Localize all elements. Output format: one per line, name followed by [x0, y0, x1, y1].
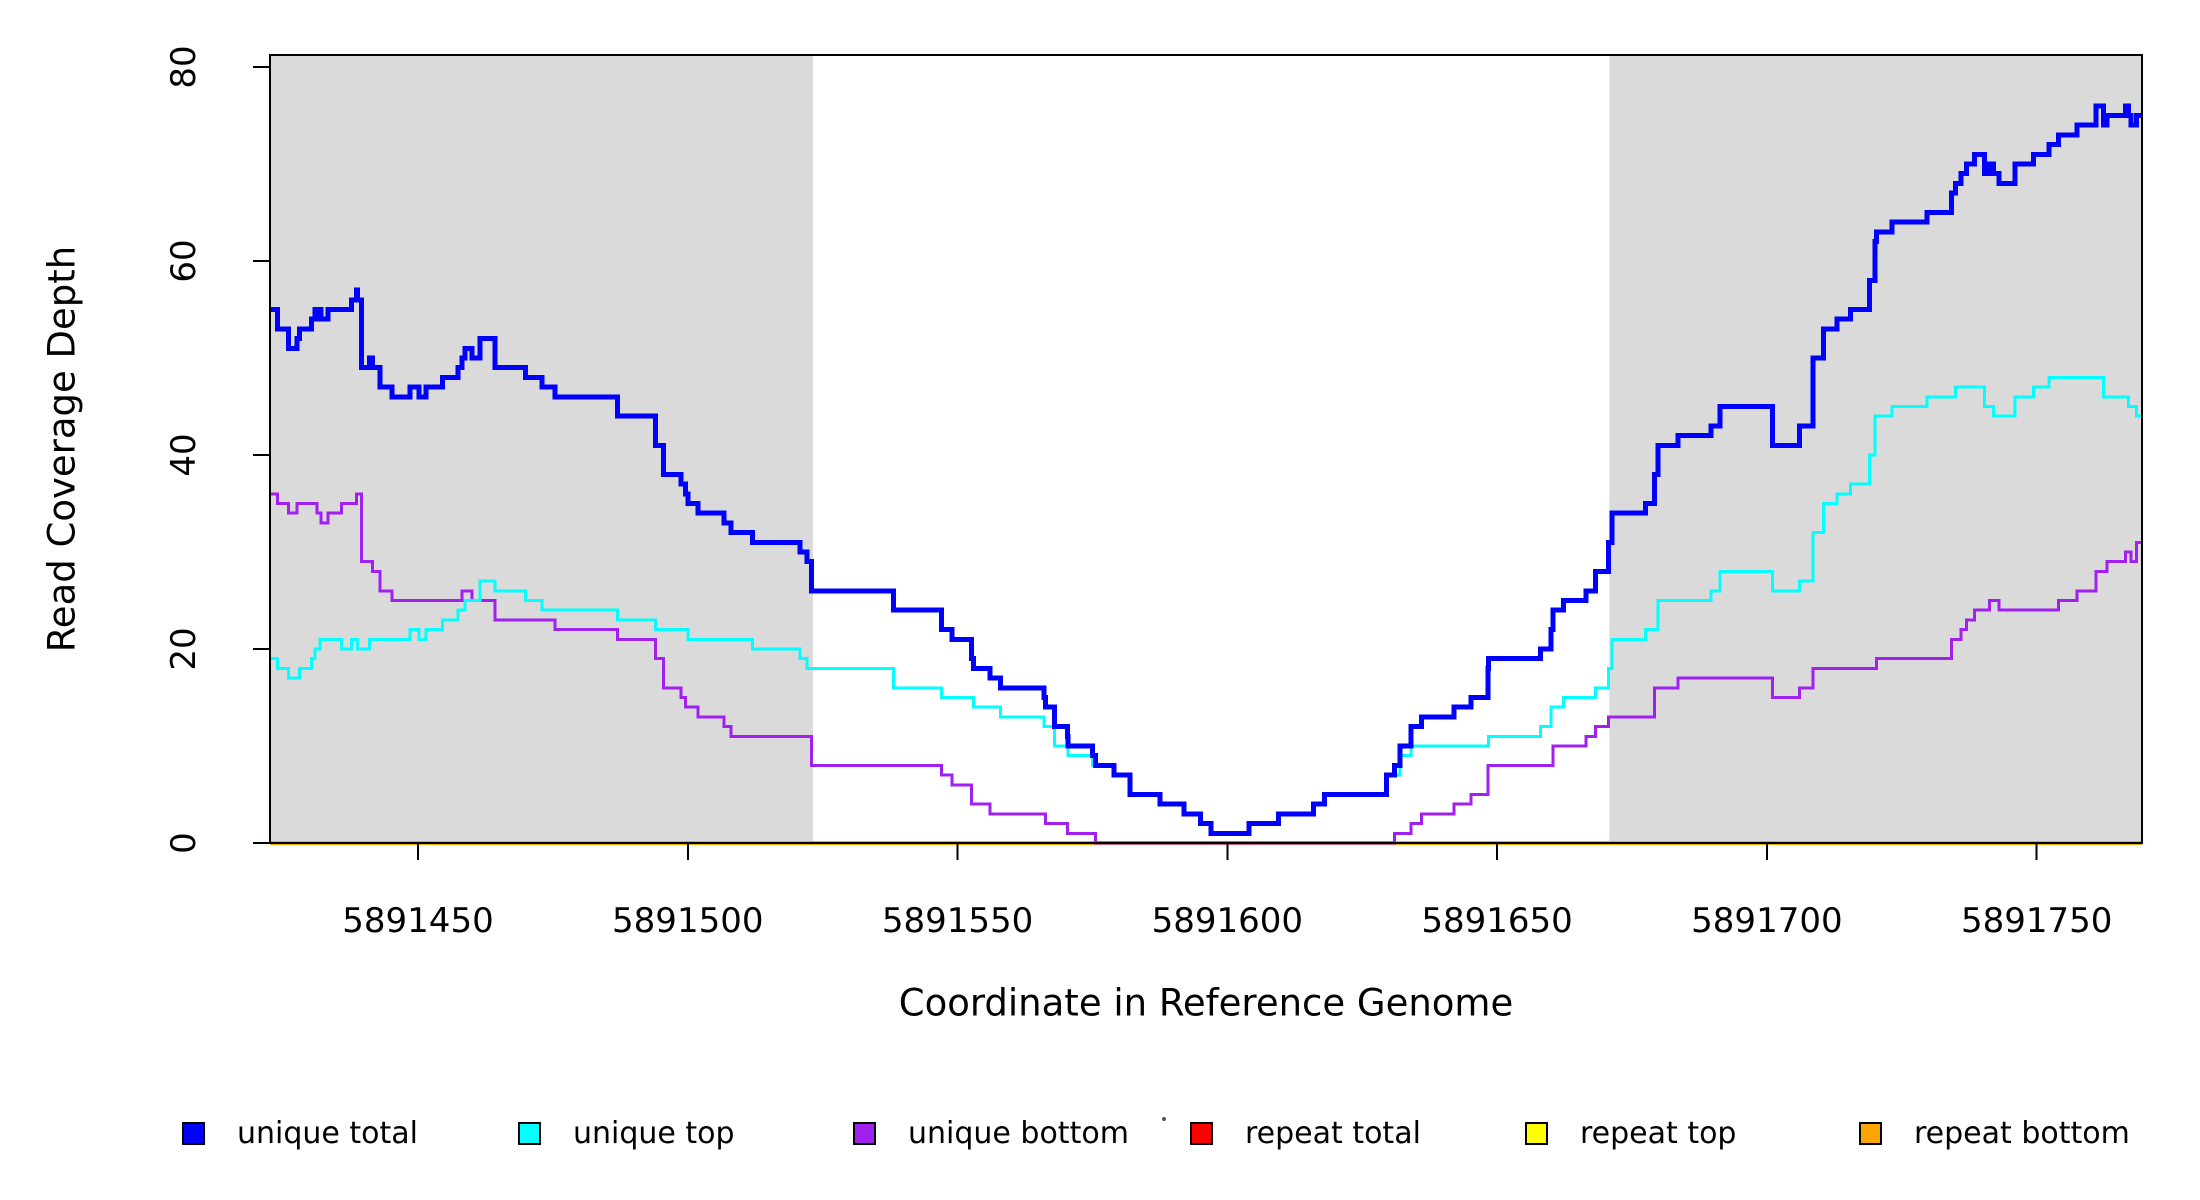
x-tick-label: 5891650 [1421, 901, 1572, 941]
legend-label: repeat total [1245, 1115, 1421, 1151]
legend-item-unique-top: unique top [518, 1115, 735, 1151]
x-tick-label: 5891600 [1152, 901, 1303, 941]
y-tick-label: 40 [164, 433, 204, 476]
legend-swatch-unique-bottom [853, 1121, 876, 1145]
legend-item-unique-total: unique total [182, 1115, 419, 1151]
y-axis-title: Read Coverage Depth [40, 245, 84, 653]
legend-swatch-repeat-bottom [1859, 1121, 1882, 1145]
legend-label: repeat bottom [1914, 1115, 2130, 1151]
legend-label: repeat top [1580, 1115, 1737, 1151]
legend-swatch-repeat-total [1190, 1121, 1213, 1145]
y-tick-label: 60 [164, 239, 204, 282]
series-line-unique-bottom [270, 492, 2142, 845]
legend-label: unique total [237, 1115, 419, 1151]
legend-label: unique top [573, 1115, 735, 1151]
legend-swatch-unique-top [518, 1121, 541, 1145]
legend-swatch-unique-total [182, 1121, 205, 1145]
stray-dot-artifact [1162, 1117, 1166, 1121]
shaded-region-repeat-flank-left [270, 55, 813, 843]
series-line-unique-total [270, 103, 2142, 836]
legend-item-repeat-total: repeat total [1190, 1115, 1421, 1151]
legend-label: unique bottom [908, 1115, 1129, 1151]
legend-swatch-repeat-top [1525, 1121, 1548, 1145]
legend-item-unique-bottom: unique bottom [853, 1115, 1129, 1151]
x-axis-title: Coordinate in Reference Genome [898, 981, 1514, 1025]
plot-frame [269, 54, 2143, 844]
y-tick-label: 0 [164, 832, 204, 854]
x-tick-label: 5891700 [1691, 901, 1842, 941]
legend-item-repeat-top: repeat top [1525, 1115, 1737, 1151]
legend-item-repeat-bottom: repeat bottom [1859, 1115, 2130, 1151]
y-tick-label: 80 [164, 45, 204, 88]
x-tick-label: 5891750 [1961, 901, 2112, 941]
x-tick-label: 5891500 [612, 901, 763, 941]
x-tick-label: 5891550 [882, 901, 1033, 941]
x-tick-label: 5891450 [342, 901, 493, 941]
y-tick-label: 20 [164, 627, 204, 670]
